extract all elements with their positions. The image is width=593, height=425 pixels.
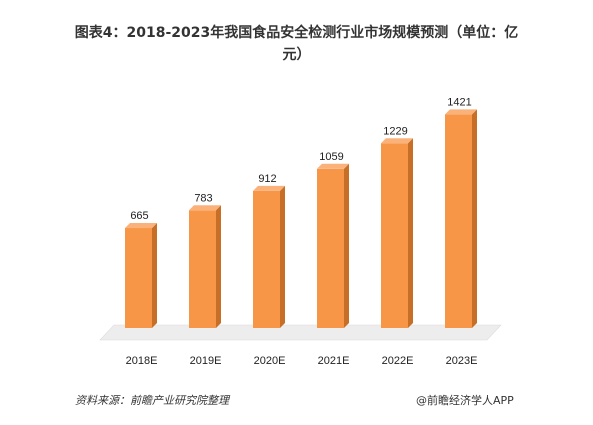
bar-2018E — [125, 228, 152, 328]
value-label-2020E: 912 — [258, 173, 276, 185]
credit-note: @前瞻经济学人APP — [416, 394, 514, 407]
value-label-2018E: 665 — [130, 210, 148, 222]
tick-label-2018E: 2018E — [126, 355, 158, 367]
bar-2022E — [381, 143, 408, 328]
tick-label-2021E: 2021E — [318, 355, 350, 367]
bar-side-2021E — [344, 163, 349, 328]
data-labels: 665 783 912 1059 1229 1421 — [130, 96, 471, 222]
bar-top-2020E — [253, 185, 285, 191]
bar-side-2020E — [280, 185, 285, 328]
chart-title: 图表4：2018-2023年我国食品安全检测行业市场规模预测（单位：亿元） — [74, 25, 519, 63]
floor-plane — [99, 324, 502, 341]
source-note: 资料来源：前瞻产业研究院整理 — [75, 394, 229, 407]
value-label-2021E: 1059 — [319, 151, 343, 163]
bar-2019E — [189, 210, 216, 328]
bar-series — [125, 109, 477, 329]
bar-2023E — [445, 114, 472, 329]
bar-top-2019E — [189, 205, 221, 211]
tick-label-2023E: 2023E — [446, 355, 478, 367]
bar-side-2023E — [472, 109, 477, 329]
x-axis: 2018E 2019E 2020E 2021E 2022E 2023E — [126, 355, 478, 367]
bar-2020E — [253, 190, 280, 328]
chart-floor — [99, 324, 502, 341]
tick-label-2019E: 2019E — [190, 355, 222, 367]
bar-top-2018E — [125, 223, 157, 229]
bar-top-2021E — [317, 163, 349, 169]
bar-2021E — [317, 168, 344, 328]
bar-side-2019E — [216, 205, 221, 328]
tick-label-2020E: 2020E — [254, 355, 286, 367]
value-label-2019E: 783 — [194, 192, 212, 204]
tick-label-2022E: 2022E — [382, 355, 414, 367]
value-label-2022E: 1229 — [383, 125, 407, 137]
bar-side-2018E — [152, 223, 157, 328]
value-label-2023E: 1421 — [447, 96, 471, 108]
bar-top-2022E — [381, 138, 413, 144]
bar-side-2022E — [408, 138, 413, 328]
bar-top-2023E — [445, 109, 477, 115]
